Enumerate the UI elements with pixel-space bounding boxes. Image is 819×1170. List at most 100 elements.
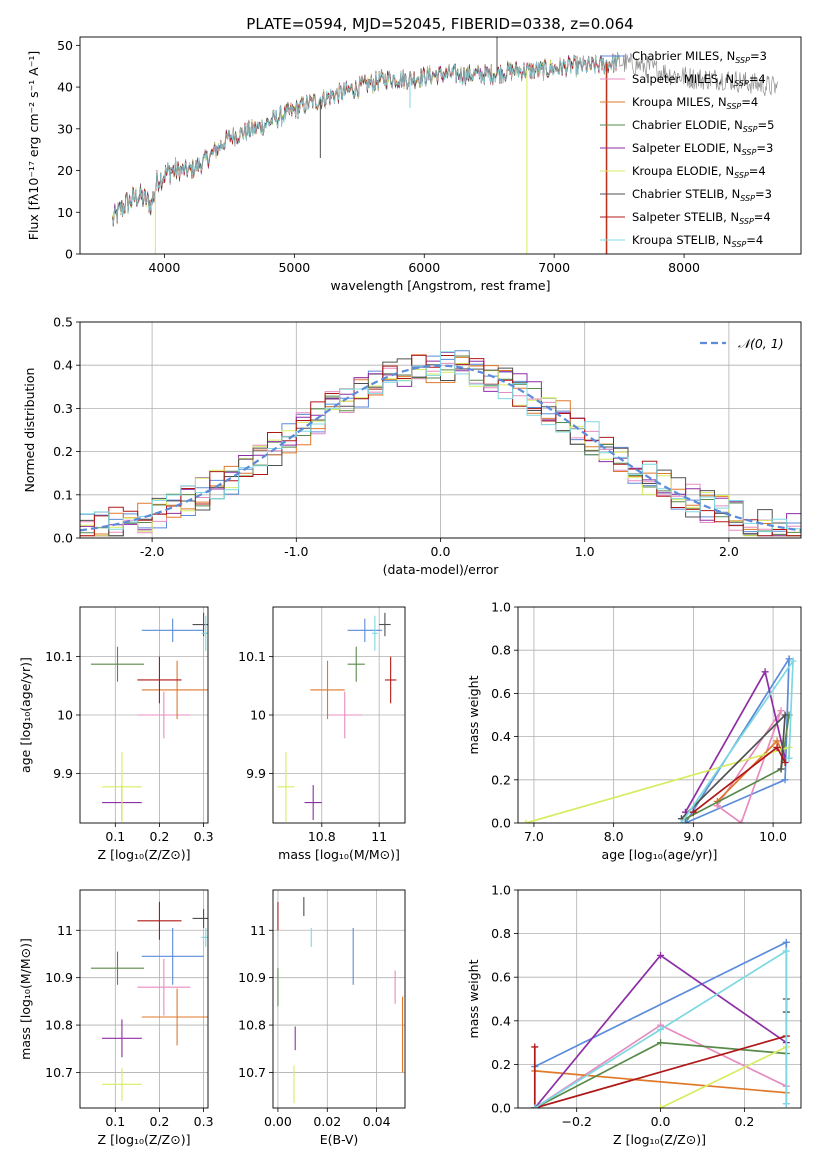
y-tick-label: 0.0 xyxy=(491,816,511,831)
axes-frame xyxy=(79,889,209,1109)
legend-label: Salpeter STELIB, NSSP=4 xyxy=(632,210,771,226)
x-tick-label: 0.2 xyxy=(150,829,170,844)
x-tick-label: 8.0 xyxy=(604,829,624,844)
weight-point xyxy=(522,819,530,823)
y-tick-label: 10.9 xyxy=(45,970,73,985)
weight-line xyxy=(533,1035,787,1108)
legend-label-main: Chabrier ELODIE, N xyxy=(632,118,743,132)
legend-label: Kroupa ELODIE, NSSP=4 xyxy=(632,164,766,180)
y-axis-label: Normed distribution xyxy=(22,368,37,493)
legend-label-tail: =3 xyxy=(755,187,772,201)
legend-label-sub: SSP xyxy=(727,102,742,111)
x-axis-label: Z [log₁₀(Z/Z⊙)] xyxy=(613,1132,706,1147)
legend-label-sub: SSP xyxy=(734,79,749,88)
x-tick-label: 1.0 xyxy=(575,544,595,559)
y-tick-label: 10.8 xyxy=(45,1018,73,1033)
legend-label-main: Salpeter STELIB, N xyxy=(632,210,739,224)
x-tick-label: 0.02 xyxy=(313,1114,341,1129)
x-axis-label: Z [log₁₀(Z/Z⊙)] xyxy=(98,1132,191,1147)
x-tick-label: 6000 xyxy=(408,260,440,275)
weight-line xyxy=(534,1070,787,1094)
x-tick-label: 10.0 xyxy=(759,829,787,844)
weight-point xyxy=(781,759,789,767)
x-tick-label: 0.0 xyxy=(431,544,451,559)
weight-line xyxy=(534,949,788,1108)
y-tick-label: 9.9 xyxy=(53,766,73,781)
x-tick-label: 0.1 xyxy=(105,829,125,844)
legend-label: Salpeter ELODIE, NSSP=3 xyxy=(632,141,773,157)
legend-label: Kroupa MILES, NSSP=4 xyxy=(632,95,758,111)
weight-point xyxy=(773,743,781,751)
y-tick-label: 0.0 xyxy=(53,531,73,546)
y-tick-label: 10 xyxy=(57,205,73,220)
x-axis-label: E(B-V) xyxy=(320,1132,359,1147)
y-tick-label: 0.4 xyxy=(53,358,73,373)
z-age-panel: 0.1 0.2 0.3 9.9 10 10.1 Z [log₁₀(Z/Z⊙)] age [lo… xyxy=(18,606,214,862)
x-axis-label: wavelength [Angstrom, rest frame] xyxy=(330,278,550,293)
age-weight-panel: 7.0 8.0 9.0 10.0 0.0 0.2 0.4 0.6 0.8 1.0 age [log₁… xyxy=(466,600,802,862)
spectrum-panel: 4000 5000 6000 7000 8000 0 10 20 30 40 50 wavelengt… xyxy=(26,36,802,293)
y-tick-label: 10.8 xyxy=(238,1018,266,1033)
y-tick-label: 20 xyxy=(57,163,73,178)
plot-area xyxy=(91,901,208,1101)
legend-label-sub: SSP xyxy=(743,125,758,134)
plot-area xyxy=(112,37,778,254)
y-tick-label: 10.9 xyxy=(238,970,266,985)
y-tick-label: 1.0 xyxy=(491,600,511,615)
weight-line xyxy=(660,1046,787,1108)
ebv-mass-panel: 0.00 0.02 0.04 10.7 10.8 10.9 11 E(B-V) xyxy=(238,889,406,1147)
axes-frame xyxy=(272,606,406,824)
weight-point xyxy=(785,754,793,762)
y-tick-label: 0.2 xyxy=(491,772,511,787)
x-axis-label: age [log₁₀(age/yr)] xyxy=(602,847,718,862)
y-tick-label: 0.6 xyxy=(491,970,511,985)
x-axis-label: Z [log₁₀(Z/Z⊙)] xyxy=(98,847,191,862)
weight-point xyxy=(781,776,789,784)
legend-label-main: Chabrier MILES, N xyxy=(632,49,735,63)
weight-point xyxy=(789,657,797,665)
legend-label-main: Salpeter MILES, N xyxy=(632,72,734,86)
weight-point xyxy=(657,951,665,959)
x-tick-label: 0.0 xyxy=(651,1114,671,1129)
legend-label-sub: SSP xyxy=(734,171,749,180)
x-axis-label: mass [log₁₀(M/M⊙)] xyxy=(278,847,400,862)
y-axis-label: mass weight xyxy=(466,675,481,754)
y-tick-label: 50 xyxy=(57,38,73,53)
legend-label-tail: =5 xyxy=(758,118,775,132)
legend-label-sub: SSP xyxy=(732,240,747,249)
weight-point xyxy=(777,765,785,773)
legend-label-main: Kroupa STELIB, N xyxy=(632,233,732,247)
y-tick-label: 0.2 xyxy=(53,444,73,459)
x-tick-label: 0.3 xyxy=(194,829,214,844)
plot-area xyxy=(80,350,801,537)
axes-frame xyxy=(517,889,802,1109)
y-tick-label: 10.1 xyxy=(238,649,266,664)
y-tick-label: 10 xyxy=(57,708,73,723)
x-tick-label: -2.0 xyxy=(140,544,164,559)
y-tick-label: 11 xyxy=(57,923,73,938)
legend-label-tail: =4 xyxy=(749,164,766,178)
legend-label-sub: SSP xyxy=(742,148,757,157)
y-tick-label: 10.7 xyxy=(45,1065,73,1080)
legend-label-tail: =4 xyxy=(741,95,758,109)
weight-point xyxy=(781,711,789,719)
y-tick-label: 30 xyxy=(57,121,73,136)
x-tick-label: -1.0 xyxy=(284,544,308,559)
weight-point xyxy=(761,668,769,676)
weight-point xyxy=(773,737,781,745)
x-tick-label: 2.0 xyxy=(719,544,739,559)
x-tick-label: 0.2 xyxy=(734,1114,754,1129)
weight-point xyxy=(657,1104,665,1108)
x-tick-label: 0.1 xyxy=(105,1114,125,1129)
y-tick-label: 0.4 xyxy=(491,1013,511,1028)
y-tick-label: 0.2 xyxy=(491,1057,511,1072)
y-tick-label: 0.3 xyxy=(53,401,73,416)
y-tick-label: 40 xyxy=(57,80,73,95)
weight-point xyxy=(785,655,793,663)
legend-label: Chabrier MILES, NSSP=3 xyxy=(632,49,767,65)
plot-area xyxy=(277,612,397,822)
y-tick-label: 0.8 xyxy=(491,643,511,658)
legend-label-main: Kroupa MILES, N xyxy=(632,95,727,109)
y-tick-label: 10.7 xyxy=(238,1065,266,1080)
y-tick-label: 11 xyxy=(250,923,266,938)
